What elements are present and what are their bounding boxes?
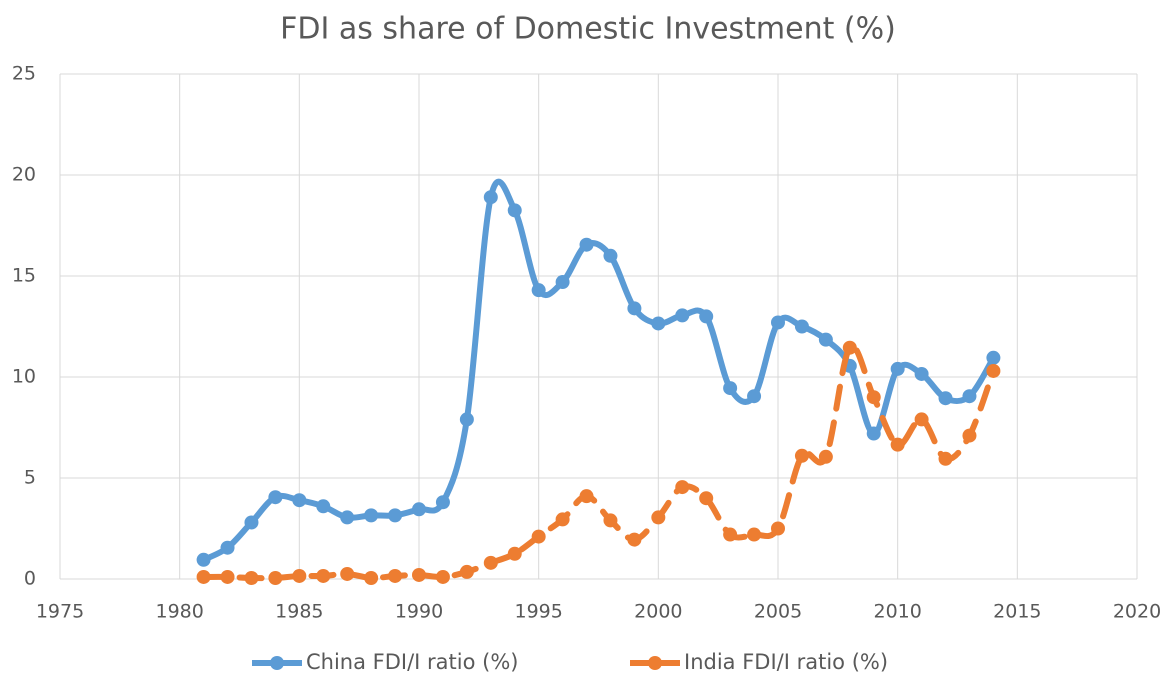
marker bbox=[268, 490, 283, 505]
x-tick-label: 1985 bbox=[275, 601, 323, 623]
y-tick-label: 25 bbox=[12, 63, 36, 85]
marker bbox=[627, 301, 642, 316]
y-tick-label: 5 bbox=[24, 467, 36, 489]
marker bbox=[579, 237, 594, 252]
marker bbox=[818, 332, 833, 347]
marker bbox=[938, 451, 953, 466]
marker bbox=[435, 569, 450, 584]
marker bbox=[914, 412, 929, 427]
x-tick-label: 1975 bbox=[36, 601, 84, 623]
marker bbox=[627, 532, 642, 547]
marker bbox=[340, 510, 355, 525]
marker bbox=[842, 340, 857, 355]
marker bbox=[292, 493, 307, 508]
x-tick-label: 2020 bbox=[1113, 601, 1161, 623]
x-tick-label: 1995 bbox=[514, 601, 562, 623]
marker bbox=[316, 499, 331, 514]
x-tick-label: 2000 bbox=[634, 601, 682, 623]
marker bbox=[459, 564, 474, 579]
marker bbox=[531, 529, 546, 544]
marker bbox=[794, 448, 809, 463]
marker bbox=[699, 491, 714, 506]
legend-marker bbox=[648, 656, 662, 670]
marker bbox=[771, 521, 785, 536]
marker bbox=[244, 515, 259, 530]
marker bbox=[723, 527, 738, 542]
marker bbox=[675, 480, 690, 495]
marker bbox=[340, 566, 355, 581]
marker bbox=[196, 552, 211, 567]
marker bbox=[699, 309, 714, 324]
marker bbox=[747, 527, 762, 542]
x-tick-label: 1980 bbox=[155, 601, 203, 623]
series-line bbox=[200, 343, 997, 582]
legend-label: India FDI/I ratio (%) bbox=[684, 650, 888, 674]
marker bbox=[196, 569, 211, 584]
marker bbox=[866, 390, 881, 405]
x-tick-label: 2005 bbox=[754, 601, 802, 623]
marker bbox=[244, 570, 259, 585]
y-tick-label: 15 bbox=[12, 265, 36, 287]
marker bbox=[388, 568, 403, 583]
marker bbox=[986, 363, 1001, 378]
x-tick-label: 2010 bbox=[873, 601, 921, 623]
y-tick-label: 0 bbox=[24, 568, 36, 590]
marker bbox=[579, 489, 594, 504]
marker bbox=[771, 315, 785, 330]
marker bbox=[651, 316, 666, 331]
marker bbox=[747, 389, 762, 404]
marker bbox=[794, 319, 809, 334]
chart-title: FDI as share of Domestic Investment (%) bbox=[280, 12, 896, 47]
marker bbox=[531, 283, 546, 298]
marker bbox=[962, 389, 977, 404]
marker bbox=[914, 366, 929, 381]
marker bbox=[890, 437, 905, 452]
marker bbox=[412, 567, 426, 582]
marker bbox=[268, 570, 283, 585]
marker bbox=[507, 203, 522, 218]
y-tick-label: 10 bbox=[12, 366, 36, 388]
legend-label: China FDI/I ratio (%) bbox=[306, 650, 518, 674]
marker bbox=[388, 508, 403, 523]
marker bbox=[435, 495, 450, 510]
marker bbox=[723, 381, 738, 396]
marker bbox=[603, 513, 618, 528]
marker bbox=[962, 428, 977, 443]
marker bbox=[555, 275, 570, 290]
marker bbox=[412, 502, 426, 517]
marker bbox=[483, 555, 498, 570]
marker bbox=[316, 568, 331, 583]
x-tick-label: 1990 bbox=[395, 601, 443, 623]
marker bbox=[651, 510, 666, 525]
legend-marker bbox=[270, 656, 284, 670]
marker bbox=[890, 361, 905, 376]
marker bbox=[866, 426, 881, 441]
marker bbox=[292, 568, 307, 583]
marker bbox=[555, 512, 570, 527]
marker bbox=[220, 540, 235, 555]
marker bbox=[986, 350, 1001, 365]
x-tick-label: 2015 bbox=[993, 601, 1041, 623]
marker bbox=[364, 508, 379, 523]
marker bbox=[483, 190, 498, 205]
marker bbox=[818, 449, 833, 464]
y-tick-label: 20 bbox=[12, 164, 36, 186]
marker bbox=[603, 248, 618, 263]
marker bbox=[364, 570, 379, 585]
marker bbox=[675, 308, 690, 323]
marker bbox=[220, 569, 235, 584]
marker bbox=[459, 412, 474, 427]
marker bbox=[938, 391, 953, 406]
marker bbox=[507, 546, 522, 561]
